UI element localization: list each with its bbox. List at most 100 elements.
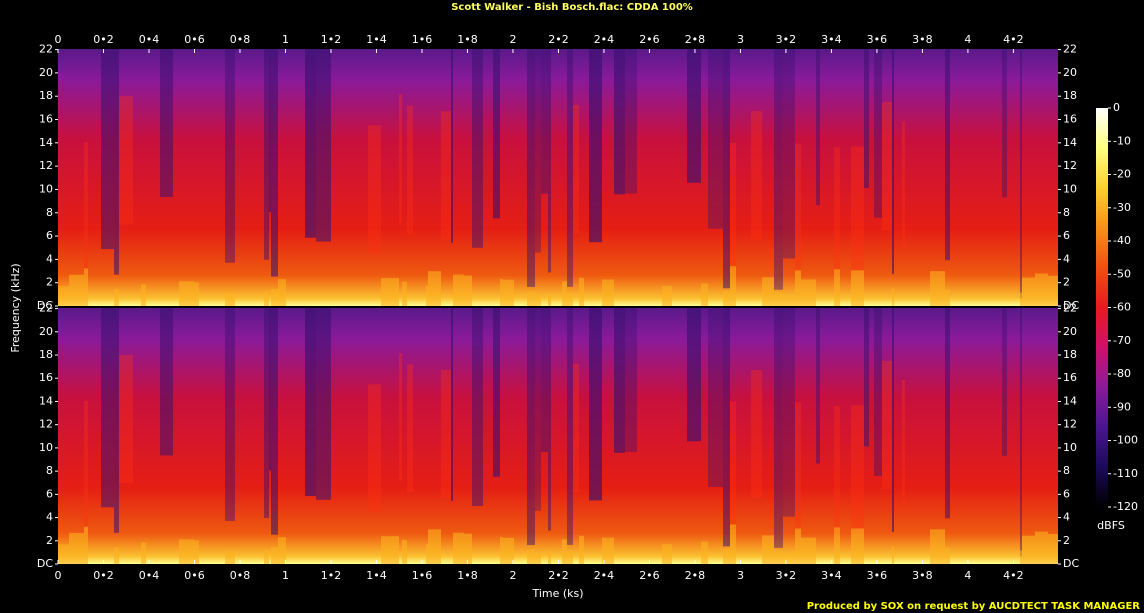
y-tick-label: 10 bbox=[1063, 441, 1077, 454]
colorbar-tick-label: -50 bbox=[1113, 267, 1131, 280]
y-tick-label: 14 bbox=[1063, 136, 1077, 149]
colorbar-tick-label: -120 bbox=[1113, 500, 1138, 513]
spectrogram-texture bbox=[535, 295, 541, 306]
footer: Produced by SOX on request by AUCDTECT T… bbox=[807, 601, 1141, 612]
x-tick-label: 3•4 bbox=[821, 569, 842, 582]
y-tick-label: 16 bbox=[39, 113, 53, 126]
spectrogram-texture bbox=[402, 539, 407, 564]
spectrogram-texture bbox=[381, 536, 385, 564]
spectrogram-texture bbox=[428, 529, 441, 564]
y-tick-label: 10 bbox=[39, 441, 53, 454]
spectrogram-texture bbox=[708, 49, 723, 229]
y-tick-label: 22 bbox=[39, 302, 53, 315]
spectrogram-texture bbox=[179, 281, 194, 306]
spectrogram-texture bbox=[801, 537, 816, 564]
x-tick-label: 0•2 bbox=[93, 33, 114, 46]
chart-title: Scott Walker - Bish Bosch.flac: CDDA 100… bbox=[451, 2, 693, 13]
spectrogram-texture bbox=[141, 542, 146, 564]
x-tick-label: 0•4 bbox=[139, 569, 160, 582]
colorbar-tick-label: -30 bbox=[1113, 201, 1131, 214]
y-tick-label: 4 bbox=[1063, 511, 1070, 524]
spectrogram-texture bbox=[562, 281, 567, 306]
colorbar-tick-label: -110 bbox=[1113, 467, 1138, 480]
spectrogram-texture bbox=[567, 308, 573, 545]
y-tick-label: 6 bbox=[1063, 487, 1070, 500]
spectrogram-texture bbox=[503, 279, 514, 306]
y-tick-label: DC bbox=[1063, 299, 1079, 312]
spectrogram-texture bbox=[834, 147, 840, 276]
x-axis-label: Time (ks) bbox=[531, 587, 583, 600]
spectrogram-texture bbox=[1035, 531, 1048, 564]
spectrogram-texture bbox=[930, 271, 945, 306]
spectrogram-texture bbox=[385, 278, 399, 306]
spectrogram-texture bbox=[945, 308, 950, 519]
y-tick-label: 12 bbox=[39, 159, 53, 172]
x-tick-label: 1•4 bbox=[366, 33, 387, 46]
x-tick-label: 2•8 bbox=[685, 33, 706, 46]
spectrogram-texture bbox=[500, 537, 503, 564]
spectrogram-texture bbox=[535, 308, 541, 511]
x-tick-label: 2•8 bbox=[685, 569, 706, 582]
spectrogram-texture bbox=[101, 49, 114, 250]
spectrogram-texture bbox=[730, 524, 736, 564]
spectrogram-texture bbox=[783, 49, 795, 259]
spectrogram-texture bbox=[892, 287, 894, 306]
spectrogram-texture bbox=[527, 308, 535, 546]
spectrogram-texture bbox=[548, 49, 551, 273]
y-tick-label: 20 bbox=[1063, 325, 1077, 338]
y-tick-label: 10 bbox=[1063, 182, 1077, 195]
colorbar-tick-label: 0 bbox=[1113, 101, 1120, 114]
y-tick-label: 2 bbox=[46, 534, 53, 547]
spectrogram-texture bbox=[774, 293, 783, 306]
spectrogram-texture bbox=[278, 279, 286, 306]
colorbar-tick-label: -70 bbox=[1113, 334, 1131, 347]
spectrogram-texture bbox=[541, 308, 548, 453]
spectrogram-texture bbox=[1002, 308, 1007, 456]
y-tick-label: 14 bbox=[39, 136, 53, 149]
spectrogram-texture bbox=[69, 274, 84, 306]
x-tick-label: 0 bbox=[55, 33, 62, 46]
spectrogram-texture bbox=[316, 308, 331, 500]
spectrogram-texture bbox=[114, 547, 119, 564]
y-tick-label: 16 bbox=[39, 371, 53, 384]
y-tick-label: 6 bbox=[46, 229, 53, 242]
spectrogram-texture bbox=[1048, 533, 1058, 564]
spectrogram-texture bbox=[271, 288, 278, 306]
spectrogram-texture bbox=[305, 49, 316, 238]
x-tick-label: 1 bbox=[282, 569, 289, 582]
x-tick-label: 1•4 bbox=[366, 569, 387, 582]
spectrogram-texture bbox=[225, 308, 235, 521]
y-tick-label: 18 bbox=[39, 348, 53, 361]
x-tick-label: 3•2 bbox=[776, 33, 797, 46]
spectrogram-texture bbox=[160, 49, 173, 198]
x-tick-label: 1 bbox=[282, 33, 289, 46]
spectrogram-texture bbox=[1020, 550, 1022, 564]
spectrogram-texture bbox=[783, 308, 795, 517]
spectrogram-texture bbox=[264, 49, 269, 260]
y-tick-label: 4 bbox=[46, 252, 53, 265]
y-tick-label: 12 bbox=[1063, 159, 1077, 172]
spectrogram-texture bbox=[225, 49, 235, 263]
colorbar-tick-label: -20 bbox=[1113, 168, 1131, 181]
spectrogram-texture bbox=[723, 49, 730, 289]
spectrogram-texture bbox=[535, 553, 541, 564]
x-tick-label: 2•2 bbox=[548, 33, 569, 46]
spectrogram-texture bbox=[723, 290, 730, 306]
spectrogram-texture bbox=[225, 292, 235, 306]
y-tick-label: 16 bbox=[1063, 113, 1077, 126]
x-tick-label: 3•8 bbox=[912, 569, 933, 582]
spectrogram-texture bbox=[774, 308, 783, 548]
x-tick-label: 0•8 bbox=[230, 569, 251, 582]
spectrogram-texture bbox=[573, 363, 579, 492]
y-tick-label: 8 bbox=[1063, 464, 1070, 477]
spectrogram-texture bbox=[783, 294, 795, 306]
spectrogram-texture bbox=[453, 532, 464, 564]
spectrogram-texture bbox=[114, 49, 119, 275]
spectrogram-texture bbox=[945, 547, 950, 564]
colorbar-tick-label: -100 bbox=[1113, 434, 1138, 447]
x-tick-label: 2•4 bbox=[594, 569, 615, 582]
spectrogram-texture bbox=[269, 308, 271, 471]
y-tick-label: 8 bbox=[1063, 206, 1070, 219]
spectrogram-texture bbox=[602, 537, 614, 564]
